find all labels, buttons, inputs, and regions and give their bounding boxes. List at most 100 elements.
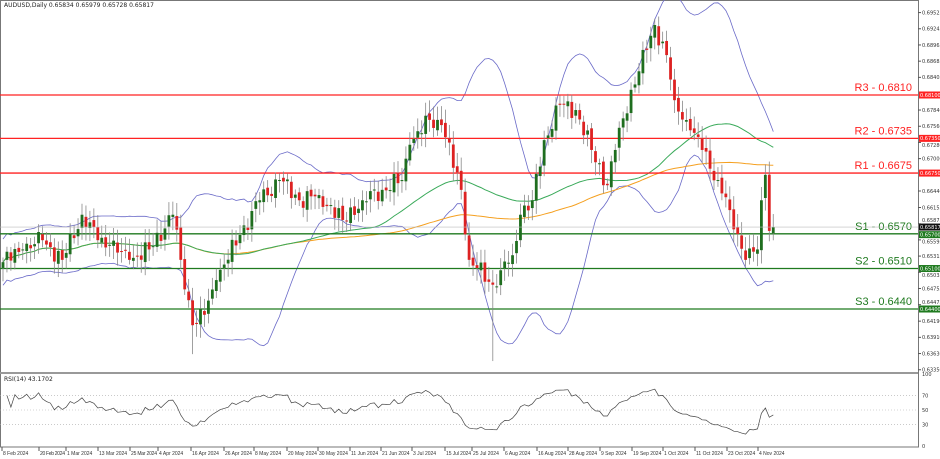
level-price-tag-text: 0.64400 bbox=[920, 307, 940, 313]
candle-body bbox=[420, 133, 424, 135]
candle-body bbox=[416, 131, 420, 138]
candle bbox=[92, 208, 96, 239]
x-tick-label: 16 Aug 2024 bbox=[538, 451, 566, 457]
candle-body bbox=[653, 25, 657, 38]
candle bbox=[728, 186, 732, 223]
candle bbox=[590, 122, 593, 164]
x-tick-label: 16 Apr 2024 bbox=[192, 451, 219, 457]
rsi-tick-label: 70 bbox=[922, 394, 928, 400]
candle-body bbox=[214, 280, 218, 291]
candle-body bbox=[384, 187, 388, 191]
candle-body bbox=[530, 200, 534, 209]
candle bbox=[491, 270, 495, 362]
candle bbox=[262, 181, 266, 213]
y-tick-label: 0.64475 bbox=[922, 300, 940, 306]
candle bbox=[376, 180, 380, 210]
candle bbox=[218, 258, 222, 293]
candle bbox=[120, 238, 123, 263]
candle-body bbox=[270, 193, 273, 196]
candle bbox=[444, 109, 447, 148]
candle-body bbox=[558, 103, 562, 105]
candle-body bbox=[444, 122, 447, 138]
candle bbox=[530, 189, 534, 221]
candle bbox=[13, 243, 17, 270]
candle bbox=[49, 233, 52, 257]
candle-body bbox=[716, 180, 720, 182]
candle-body bbox=[301, 201, 305, 208]
candle bbox=[392, 162, 396, 206]
candle bbox=[428, 100, 431, 132]
candle-body bbox=[361, 200, 364, 211]
candle-body bbox=[609, 161, 613, 188]
candle bbox=[100, 225, 104, 248]
candle bbox=[586, 124, 589, 147]
candle-body bbox=[586, 130, 589, 135]
candle bbox=[641, 41, 645, 85]
candle-body bbox=[151, 246, 155, 248]
candle-body bbox=[447, 138, 451, 143]
candle-body bbox=[76, 229, 80, 237]
candle bbox=[459, 157, 463, 200]
y-tick-label: 0.68685 bbox=[922, 59, 940, 65]
y-tick-label: 0.64755 bbox=[922, 286, 940, 292]
candle bbox=[700, 126, 704, 163]
candle-body bbox=[491, 282, 495, 285]
candle-body bbox=[159, 234, 163, 241]
candle-body bbox=[100, 237, 104, 243]
candle-body bbox=[665, 40, 668, 56]
candle-body bbox=[771, 227, 775, 234]
candle bbox=[175, 203, 179, 242]
candle-body bbox=[41, 234, 44, 241]
candle bbox=[684, 108, 688, 132]
candle bbox=[179, 214, 183, 269]
candle bbox=[704, 135, 708, 165]
candle bbox=[286, 173, 289, 194]
candle-body bbox=[309, 189, 313, 197]
candle bbox=[84, 205, 88, 241]
candle bbox=[408, 132, 412, 166]
level-price-tag bbox=[919, 231, 940, 239]
candle bbox=[688, 107, 692, 137]
candle-body bbox=[88, 222, 92, 229]
candle-body bbox=[503, 261, 507, 269]
candle bbox=[282, 171, 285, 195]
candle bbox=[305, 185, 309, 222]
candle-body bbox=[440, 119, 443, 126]
candle-body bbox=[602, 161, 605, 186]
candle bbox=[471, 244, 475, 276]
rsi-tick-label: 0 bbox=[922, 444, 925, 450]
candle bbox=[562, 95, 566, 118]
candle bbox=[578, 103, 582, 125]
candle bbox=[669, 46, 672, 91]
candle bbox=[329, 197, 333, 215]
candle bbox=[72, 224, 76, 244]
candle-body bbox=[728, 199, 732, 211]
candle bbox=[321, 189, 325, 215]
x-tick-label: 4 Nov 2024 bbox=[759, 451, 785, 457]
candle bbox=[301, 196, 305, 218]
x-tick-label: 26 Apr 2024 bbox=[225, 451, 252, 457]
candle-body bbox=[203, 310, 206, 315]
candle-body bbox=[266, 187, 270, 196]
candle bbox=[756, 236, 759, 267]
candle bbox=[716, 167, 720, 187]
x-tick-label: 19 Sep 2024 bbox=[633, 451, 662, 457]
candle bbox=[736, 214, 740, 247]
candle bbox=[499, 258, 503, 296]
candle-body bbox=[128, 251, 131, 260]
current-price-tag-text: 0.65817 bbox=[920, 225, 940, 231]
candle-body bbox=[673, 79, 676, 101]
candle bbox=[645, 39, 649, 63]
candle bbox=[242, 215, 246, 242]
candle bbox=[526, 195, 530, 220]
x-tick-label: 1 Mar 2024 bbox=[67, 451, 93, 457]
candle bbox=[210, 277, 214, 305]
x-tick-label: 25 Jul 2024 bbox=[473, 451, 499, 457]
candle-body bbox=[21, 249, 25, 251]
candle-body bbox=[325, 204, 329, 207]
candle-body bbox=[388, 190, 392, 192]
candle bbox=[661, 31, 665, 49]
